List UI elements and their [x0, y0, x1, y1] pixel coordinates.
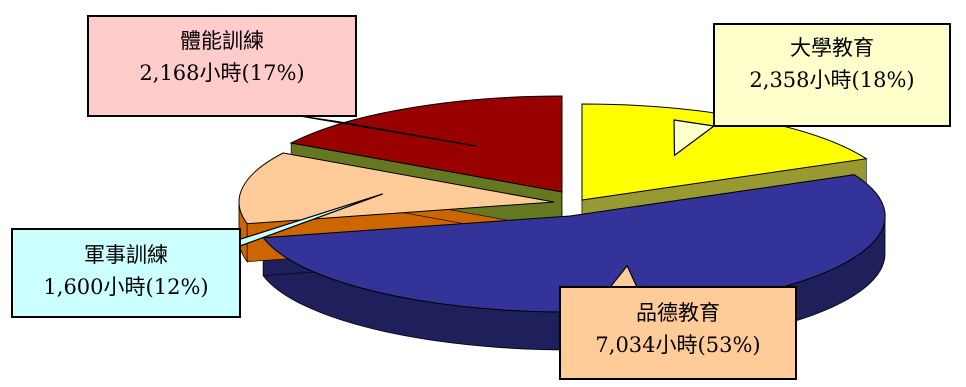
callout-label-moral: 品德教育 — [636, 301, 720, 325]
callout-value-military: 1,600小時(12%) — [43, 275, 208, 299]
callout-moral: 品德教育 7,034小時(53%) — [559, 286, 797, 380]
callout-pointer-physical — [299, 115, 477, 147]
callouts: 大學教育 2,358小時(18%) 品德教育 7,034小時(53%) 軍事訓練… — [11, 15, 951, 380]
callout-value-university: 2,358小時(18%) — [749, 68, 914, 92]
pie-slice-physical — [289, 95, 563, 193]
callout-box-moral — [559, 286, 797, 380]
callout-label-university: 大學教育 — [790, 36, 874, 60]
callout-box-military — [11, 228, 241, 318]
callout-pointer-university — [673, 119, 716, 157]
callout-value-physical: 2,168小時(17%) — [139, 61, 304, 85]
callout-value-moral: 7,034小時(53%) — [595, 333, 760, 357]
pie-tops — [238, 95, 886, 313]
callout-physical: 體能訓練 2,168小時(17%) — [87, 15, 357, 117]
pie-slice-military — [238, 152, 555, 225]
callout-box-physical — [87, 15, 357, 117]
callout-label-physical: 體能訓練 — [180, 29, 264, 53]
callout-label-military: 軍事訓練 — [84, 243, 168, 267]
callout-military: 軍事訓練 1,600小時(12%) — [11, 228, 241, 318]
callout-university: 大學教育 2,358小時(18%) — [713, 23, 951, 127]
callout-box-university — [713, 23, 951, 127]
